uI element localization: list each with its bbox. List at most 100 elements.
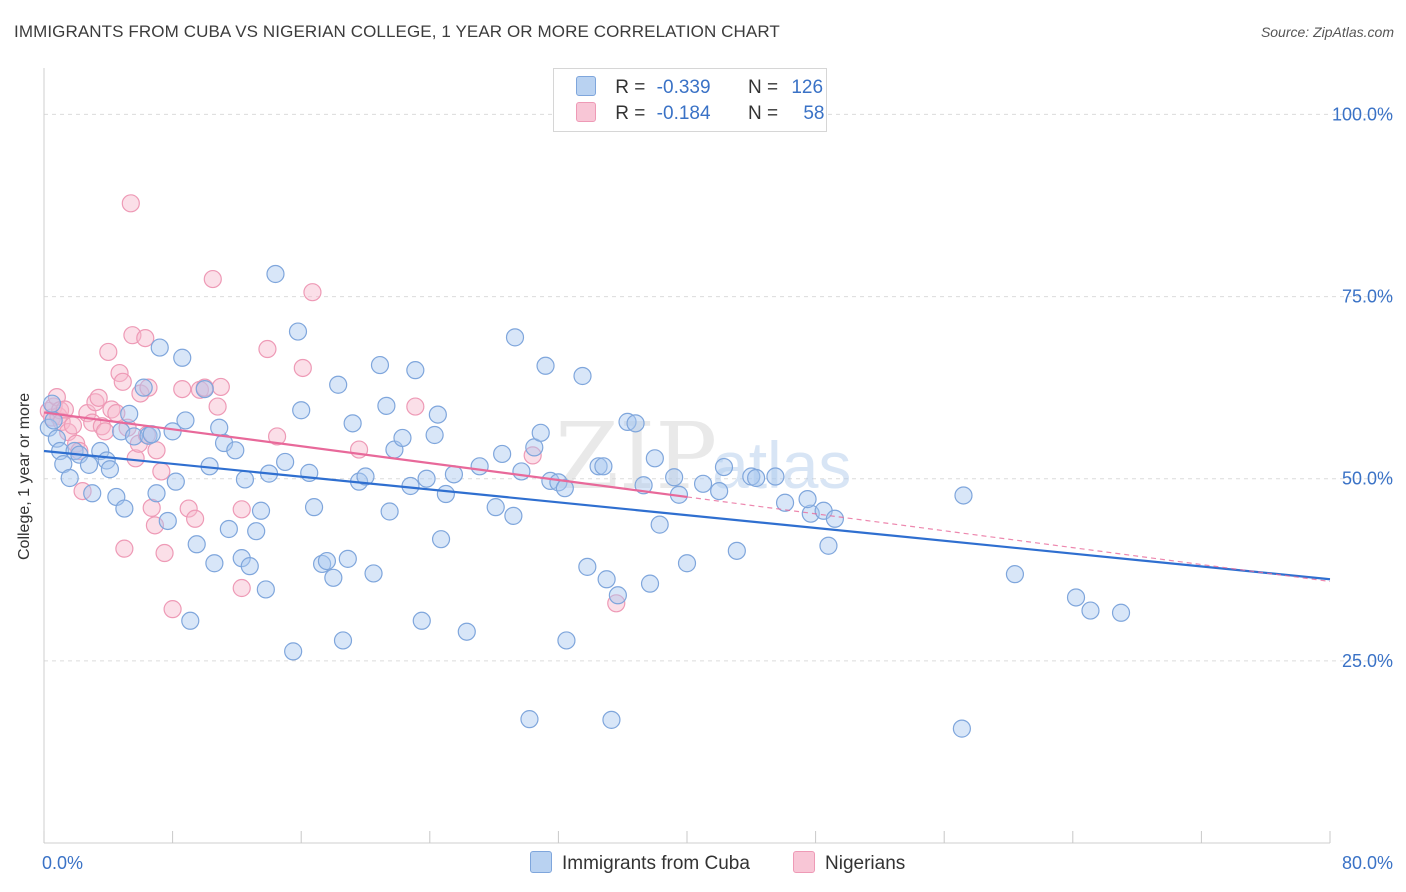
cuba-point [536, 356, 555, 375]
cuba-point [493, 444, 512, 464]
cuba-point [1005, 565, 1025, 584]
legend-r-value-cuba: -0.339 [656, 77, 711, 98]
nigerians-point [142, 498, 161, 517]
cuba-point [775, 493, 795, 512]
nigerians-point [293, 358, 312, 378]
legend-n-label: N = [747, 103, 779, 124]
cuba-point [100, 460, 120, 479]
nigerians-point [258, 339, 277, 359]
cuba-point [428, 405, 447, 424]
cuba-point [377, 396, 396, 415]
nigerians-point [89, 388, 108, 407]
cuba-point [626, 414, 645, 433]
nigerians-point [303, 283, 322, 302]
cuba-point [504, 506, 523, 525]
cuba-point [645, 449, 664, 468]
cuba-point [727, 541, 746, 560]
cuba-point [44, 411, 63, 430]
cuba-point [288, 322, 308, 341]
cuba-point [134, 378, 153, 397]
legend-r-value-nigerians: -0.184 [656, 103, 711, 124]
cuba-point [798, 490, 817, 509]
cuba-point [235, 470, 255, 489]
nigerians-point [267, 427, 287, 446]
cuba-point [276, 452, 295, 472]
cuba-point [370, 355, 390, 375]
bottom-legend-swatch-nigerians [793, 851, 815, 873]
cuba-point [693, 474, 713, 493]
cuba-point [176, 411, 195, 430]
nigerians-point [95, 422, 115, 441]
cuba-point [952, 719, 971, 738]
cuba-point [486, 498, 505, 517]
legend-swatch-nigerians [576, 102, 596, 122]
cuba-point [324, 568, 343, 587]
bottom-legend-label-nigerians: Nigerians [825, 853, 906, 874]
tick-labels: 25.0% 50.0% 75.0% 100.0% 0.0% 80.0% [42, 104, 1393, 873]
cuba-point [573, 366, 592, 386]
cuba-point [412, 611, 431, 630]
legend-row-nigerians: R = -0.184 N = 58 [576, 102, 824, 126]
cuba-point [677, 554, 697, 573]
cuba-point [187, 535, 206, 554]
cuba-point [292, 401, 311, 420]
nigerians-point [163, 600, 182, 619]
cuba-point [181, 611, 200, 630]
cuba-point [431, 530, 451, 549]
cuba-point [578, 557, 597, 576]
nigerians-point [203, 269, 222, 289]
nigerians-point [92, 417, 111, 436]
y-tick-label: 100.0% [1332, 104, 1393, 124]
cuba-point [531, 423, 550, 442]
nigerians-point [179, 499, 198, 518]
cuba-point [173, 348, 192, 367]
y-tick-label: 75.0% [1342, 287, 1393, 307]
legend-r-label: R = [615, 103, 646, 124]
cuba-point [158, 511, 177, 531]
cuba-point [436, 484, 455, 504]
nigerians-point [186, 509, 205, 528]
bottom-legend-swatch-cuba [530, 851, 552, 873]
cuba-point [1081, 601, 1100, 620]
cuba-point [380, 502, 399, 521]
cuba-point [640, 574, 660, 593]
cuba-point [150, 338, 169, 357]
nigerians-point [115, 539, 134, 558]
bottom-legend-label-cuba: Immigrants from Cuba [562, 853, 750, 874]
cuba-point [520, 710, 539, 729]
cuba-point [406, 361, 425, 380]
nigerians-point [208, 397, 227, 416]
legend-swatch-cuba [576, 76, 596, 96]
cuba-point [505, 328, 525, 347]
nigerians-point [232, 500, 251, 519]
cuba-point [214, 433, 234, 453]
cuba-point [79, 455, 99, 474]
cuba-point [83, 484, 102, 503]
cuba-point [364, 564, 383, 583]
nigerians-point [155, 543, 174, 563]
watermark-atlas: atlas [712, 428, 851, 502]
cuba-point [470, 457, 489, 476]
cuba-point [444, 465, 464, 484]
cuba-point [147, 484, 166, 503]
cuba-point [219, 519, 238, 539]
cuba-point [557, 631, 576, 650]
cuba-point [240, 557, 259, 576]
source-label: Source: ZipAtlas.com [1260, 24, 1394, 40]
cuba-point [247, 522, 266, 541]
cuba-point [256, 580, 275, 599]
cuba-point [597, 570, 616, 589]
cuba-point [251, 501, 271, 520]
cuba-point [589, 457, 608, 476]
cuba-point [425, 425, 444, 445]
nigerians-point [152, 462, 171, 481]
cuba-point [329, 375, 348, 394]
cuba-trend-line [43, 449, 1331, 581]
cuba-point [766, 467, 785, 486]
cuba-point [195, 380, 214, 399]
cuba-point [343, 414, 362, 433]
cuba-point [120, 404, 139, 423]
cuba-point [602, 710, 621, 729]
nigerians-point [139, 378, 158, 397]
